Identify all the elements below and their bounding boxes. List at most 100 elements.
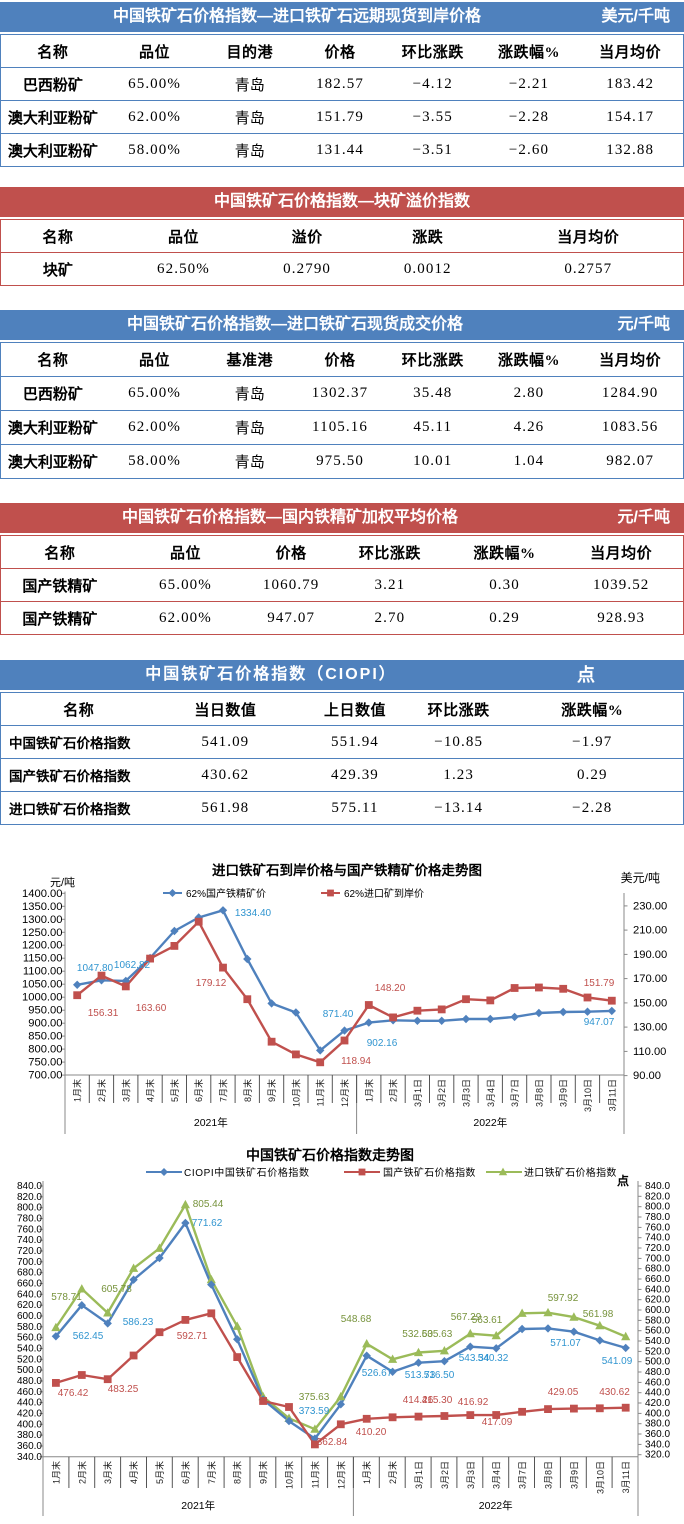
svg-text:660.0: 660.0 bbox=[17, 1279, 42, 1290]
svg-text:380.0: 380.0 bbox=[645, 1419, 670, 1430]
svg-text:130.00: 130.00 bbox=[633, 1022, 667, 1034]
svg-text:1月末: 1月末 bbox=[361, 1461, 372, 1484]
svg-text:520.0: 520.0 bbox=[17, 1354, 42, 1365]
svg-text:400.0: 400.0 bbox=[645, 1408, 670, 1419]
svg-text:720.0: 720.0 bbox=[17, 1246, 42, 1257]
svg-text:110.00: 110.00 bbox=[633, 1046, 666, 1058]
svg-text:580.0: 580.0 bbox=[17, 1322, 42, 1333]
svg-text:150.00: 150.00 bbox=[633, 997, 667, 1009]
svg-text:11月末: 11月末 bbox=[315, 1079, 326, 1106]
svg-text:415.30: 415.30 bbox=[422, 1395, 453, 1406]
svg-text:373.59: 373.59 bbox=[299, 1406, 330, 1417]
svg-text:3月7日: 3月7日 bbox=[510, 1079, 520, 1107]
svg-text:2月末: 2月末 bbox=[76, 1461, 87, 1484]
svg-text:320.0: 320.0 bbox=[645, 1450, 670, 1461]
svg-text:540.32: 540.32 bbox=[478, 1353, 509, 1364]
svg-text:500.0: 500.0 bbox=[645, 1357, 670, 1368]
svg-text:3月9日: 3月9日 bbox=[559, 1079, 569, 1107]
svg-text:950.00: 950.00 bbox=[28, 1005, 62, 1017]
svg-text:8月末: 8月末 bbox=[242, 1079, 253, 1102]
svg-text:560.0: 560.0 bbox=[645, 1326, 670, 1337]
svg-text:6月末: 6月末 bbox=[180, 1461, 191, 1484]
svg-text:1月末: 1月末 bbox=[50, 1461, 61, 1484]
svg-text:3月7日: 3月7日 bbox=[518, 1461, 528, 1489]
svg-text:3月3日: 3月3日 bbox=[466, 1461, 476, 1489]
svg-text:3月1日: 3月1日 bbox=[413, 1079, 423, 1107]
svg-text:210.00: 210.00 bbox=[633, 925, 667, 937]
svg-text:2月末: 2月末 bbox=[388, 1079, 399, 1102]
svg-text:12月末: 12月末 bbox=[335, 1461, 346, 1489]
svg-text:476.42: 476.42 bbox=[58, 1388, 89, 1399]
svg-text:12月末: 12月末 bbox=[339, 1079, 350, 1107]
svg-text:540.0: 540.0 bbox=[17, 1344, 42, 1355]
svg-text:90.00: 90.00 bbox=[633, 1070, 661, 1082]
svg-text:420.0: 420.0 bbox=[645, 1398, 670, 1409]
svg-text:820.0: 820.0 bbox=[17, 1192, 42, 1203]
svg-text:2月末: 2月末 bbox=[96, 1079, 107, 1102]
svg-text:740.0: 740.0 bbox=[17, 1235, 42, 1246]
svg-text:700.0: 700.0 bbox=[17, 1257, 42, 1268]
svg-text:592.71: 592.71 bbox=[177, 1331, 208, 1342]
svg-text:8月末: 8月末 bbox=[232, 1461, 243, 1484]
svg-text:1250.00: 1250.00 bbox=[22, 927, 62, 939]
svg-text:CIOPI中国铁矿石价格指数: CIOPI中国铁矿石价格指数 bbox=[184, 1166, 310, 1179]
svg-text:190.00: 190.00 bbox=[633, 949, 667, 961]
svg-text:3月8日: 3月8日 bbox=[544, 1461, 554, 1489]
svg-text:1200.00: 1200.00 bbox=[22, 940, 62, 952]
svg-text:740.0: 740.0 bbox=[645, 1233, 670, 1244]
svg-text:750.00: 750.00 bbox=[28, 1057, 62, 1069]
svg-text:947.07: 947.07 bbox=[584, 1017, 615, 1028]
svg-text:640.0: 640.0 bbox=[17, 1289, 42, 1300]
svg-text:513.73: 513.73 bbox=[405, 1370, 436, 1381]
svg-text:375.63: 375.63 bbox=[299, 1392, 330, 1403]
svg-text:362.84: 362.84 bbox=[317, 1437, 348, 1448]
svg-text:2022年: 2022年 bbox=[473, 1116, 507, 1129]
svg-text:410.20: 410.20 bbox=[356, 1427, 387, 1438]
svg-text:2022年: 2022年 bbox=[479, 1499, 513, 1512]
svg-text:1300.00: 1300.00 bbox=[22, 914, 62, 926]
svg-text:156.31: 156.31 bbox=[88, 1008, 119, 1019]
svg-text:3月11日: 3月11日 bbox=[621, 1461, 631, 1493]
svg-text:567.29: 567.29 bbox=[451, 1312, 482, 1323]
svg-text:1334.40: 1334.40 bbox=[235, 908, 272, 919]
svg-text:10月末: 10月末 bbox=[284, 1461, 295, 1489]
svg-text:9月末: 9月末 bbox=[258, 1461, 269, 1484]
svg-text:179.12: 179.12 bbox=[196, 978, 227, 989]
svg-text:3月4日: 3月4日 bbox=[492, 1461, 502, 1489]
svg-text:460.0: 460.0 bbox=[17, 1387, 42, 1398]
svg-text:170.00: 170.00 bbox=[633, 973, 667, 985]
svg-text:10月末: 10月末 bbox=[290, 1079, 301, 1107]
svg-text:560.0: 560.0 bbox=[17, 1333, 42, 1344]
svg-text:中国铁矿石价格指数走势图: 中国铁矿石价格指数走势图 bbox=[246, 1147, 414, 1163]
svg-text:483.25: 483.25 bbox=[108, 1384, 139, 1395]
svg-text:3月2日: 3月2日 bbox=[437, 1079, 447, 1107]
svg-text:600.0: 600.0 bbox=[17, 1311, 42, 1322]
svg-text:460.0: 460.0 bbox=[645, 1377, 670, 1388]
svg-text:800.0: 800.0 bbox=[17, 1203, 42, 1214]
svg-text:902.16: 902.16 bbox=[367, 1038, 398, 1049]
svg-text:548.68: 548.68 bbox=[341, 1314, 372, 1325]
svg-text:4月末: 4月末 bbox=[145, 1079, 156, 1102]
svg-text:800.0: 800.0 bbox=[645, 1202, 670, 1213]
svg-text:820.0: 820.0 bbox=[645, 1191, 670, 1202]
svg-text:3月8日: 3月8日 bbox=[534, 1079, 544, 1107]
svg-text:871.40: 871.40 bbox=[323, 1009, 354, 1020]
svg-text:6月末: 6月末 bbox=[193, 1079, 204, 1102]
svg-text:541.09: 541.09 bbox=[602, 1356, 633, 1367]
svg-text:562.45: 562.45 bbox=[73, 1331, 104, 1342]
svg-text:420.0: 420.0 bbox=[17, 1409, 42, 1420]
svg-text:620.0: 620.0 bbox=[645, 1295, 670, 1306]
svg-text:440.0: 440.0 bbox=[17, 1398, 42, 1409]
svg-text:62%进口矿到岸价: 62%进口矿到岸价 bbox=[344, 887, 424, 900]
svg-text:760.0: 760.0 bbox=[17, 1224, 42, 1235]
svg-text:800.00: 800.00 bbox=[28, 1044, 62, 1056]
svg-text:600.0: 600.0 bbox=[645, 1305, 670, 1316]
svg-text:430.62: 430.62 bbox=[599, 1387, 630, 1398]
svg-text:571.07: 571.07 bbox=[550, 1338, 581, 1349]
svg-text:5月末: 5月末 bbox=[169, 1079, 180, 1102]
svg-text:1月末: 1月末 bbox=[363, 1079, 374, 1102]
svg-text:3月11日: 3月11日 bbox=[607, 1079, 617, 1111]
svg-text:3月10日: 3月10日 bbox=[583, 1079, 593, 1112]
svg-text:118.94: 118.94 bbox=[341, 1056, 371, 1067]
svg-text:5月末: 5月末 bbox=[154, 1461, 165, 1484]
